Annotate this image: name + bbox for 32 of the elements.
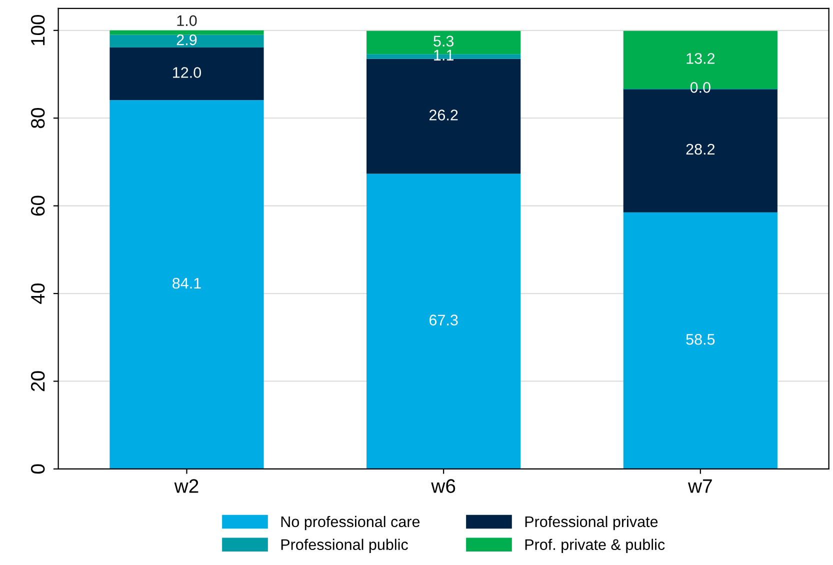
data-label: 13.2 — [686, 53, 715, 64]
bar — [110, 30, 264, 35]
y-tick-label: 60 — [30, 196, 45, 216]
x-tick-label: w2 — [174, 479, 198, 493]
data-label: 0.0 — [690, 82, 710, 93]
bar — [623, 212, 778, 469]
y-tick-label: 20 — [30, 371, 45, 392]
data-label: 67.3 — [429, 314, 458, 326]
data-label: 2.9 — [176, 34, 197, 46]
bar — [110, 100, 264, 469]
bar — [366, 58, 521, 174]
data-label: 12.0 — [173, 67, 201, 78]
data-label: 5.3 — [434, 36, 454, 47]
bar — [110, 34, 264, 48]
data-label: 26.2 — [429, 110, 458, 120]
data-label: 84.1 — [172, 278, 201, 289]
x-tick-label: w7 — [688, 479, 712, 493]
bar — [110, 48, 264, 100]
y-tick-label: 80 — [30, 108, 45, 128]
y-tick-label: 0 — [30, 464, 45, 474]
y-tick-label: 100 — [30, 14, 45, 46]
data-label: 28.2 — [686, 144, 715, 155]
y-tick-label: 40 — [30, 283, 45, 304]
data-label: 1.1 — [434, 50, 454, 60]
legend-label: No professional care — [281, 516, 420, 530]
legend-label: Professional private — [525, 516, 658, 530]
data-label: 1.0 — [177, 15, 197, 26]
bar — [366, 174, 521, 469]
legend-label: Professional public — [281, 538, 408, 554]
x-tick-label: w6 — [431, 479, 456, 493]
legend-label: Prof. private & public — [525, 538, 665, 554]
data-label: 58.5 — [686, 334, 715, 345]
